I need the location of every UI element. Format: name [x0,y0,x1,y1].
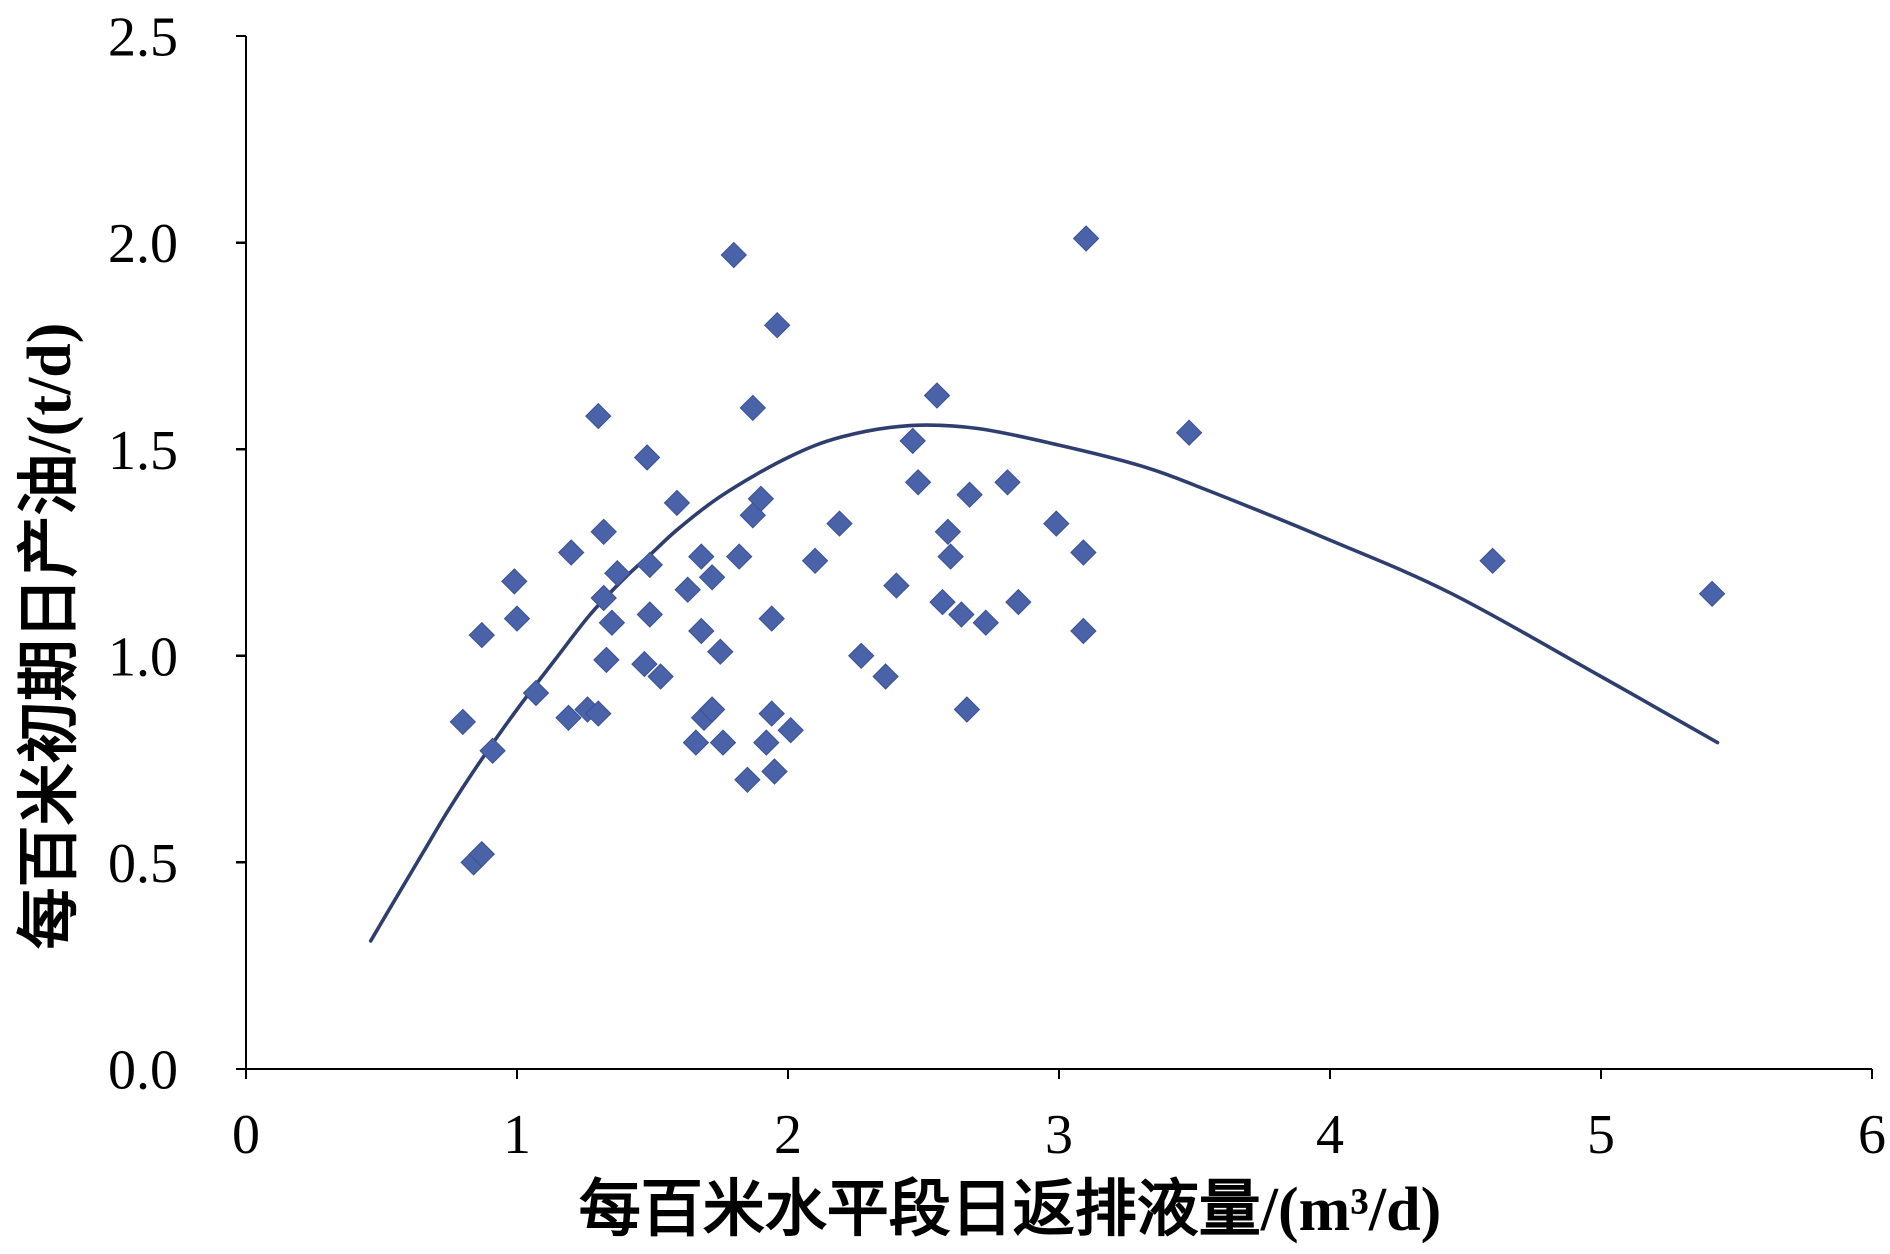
data-point [734,766,761,794]
data-point [590,518,617,546]
data-point [604,559,631,587]
data-point [739,394,767,422]
point-layer [449,225,1726,876]
data-point [1072,225,1100,252]
data-point [826,510,853,537]
y-tick-label: 1.5 [108,420,178,482]
data-point [707,638,734,665]
data-point [937,543,964,570]
data-point [763,311,791,339]
data-point [449,708,477,736]
data-point [674,576,701,603]
data-point [953,696,981,723]
data-point [468,840,496,868]
x-tick-label: 6 [1858,1104,1886,1166]
data-point [682,729,710,756]
data-point [720,241,748,269]
data-point [590,584,617,612]
data-point [636,601,664,628]
x-tick-label: 1 [503,1104,531,1166]
y-axis-title: 每百米初期日产油/(t/d) [15,323,84,950]
data-point [501,568,528,595]
x-tick-label: 4 [1316,1104,1344,1166]
data-point [899,427,926,455]
y-tick-label: 0.5 [108,833,178,895]
data-point [688,543,715,570]
fit-curve [368,423,1720,943]
data-point [585,402,612,430]
x-tick-label: 0 [232,1104,260,1166]
data-point [777,716,804,744]
data-point [934,518,962,546]
data-point [758,605,785,632]
data-point [557,539,585,566]
data-point [1043,510,1070,537]
data-point [1175,419,1203,446]
data-point [1070,617,1097,645]
data-point [1479,547,1506,575]
x-axis-title: 每百米水平段日返排液量/(m³/d) [579,1175,1441,1244]
data-point [631,650,658,678]
y-tick-label: 0.0 [108,1040,178,1102]
x-tick-label: 3 [1045,1104,1073,1166]
data-point [598,609,626,636]
y-tick-label: 2.0 [108,213,178,275]
data-point [994,469,1021,496]
curve-layer [368,423,1720,943]
data-point [503,605,531,632]
data-point [948,601,975,628]
data-point [698,564,726,591]
data-point [904,469,932,496]
data-point [923,382,951,409]
data-point [585,700,612,727]
data-point [709,729,737,756]
data-point [1005,588,1032,616]
data-point [847,642,875,670]
data-point [663,489,691,517]
data-point [1698,580,1726,608]
data-point [956,481,983,508]
data-point [747,485,775,513]
data-point [725,543,753,570]
tick-layer: 0.0 0.5 1.0 1.5 2.0 2.5 0 1 2 3 4 5 6 [108,7,1886,1166]
data-point [1070,539,1097,566]
data-point [555,704,582,732]
data-point [972,609,1000,636]
data-point [593,646,620,674]
data-point [801,547,829,575]
x-tick-label: 5 [1587,1104,1615,1166]
data-point [758,700,785,727]
data-point [761,758,788,785]
data-point [753,729,780,756]
data-point [688,617,715,645]
data-point [479,737,506,765]
data-point [929,588,956,616]
x-tick-label: 2 [774,1104,802,1166]
data-point [633,444,661,471]
y-tick-label: 2.5 [108,7,178,69]
data-point [698,696,726,723]
data-point [647,663,674,690]
data-point [522,679,550,707]
data-point [883,572,910,599]
y-tick-label: 1.0 [108,626,178,688]
data-point [468,621,496,649]
data-point [872,663,899,690]
data-point [636,551,664,579]
